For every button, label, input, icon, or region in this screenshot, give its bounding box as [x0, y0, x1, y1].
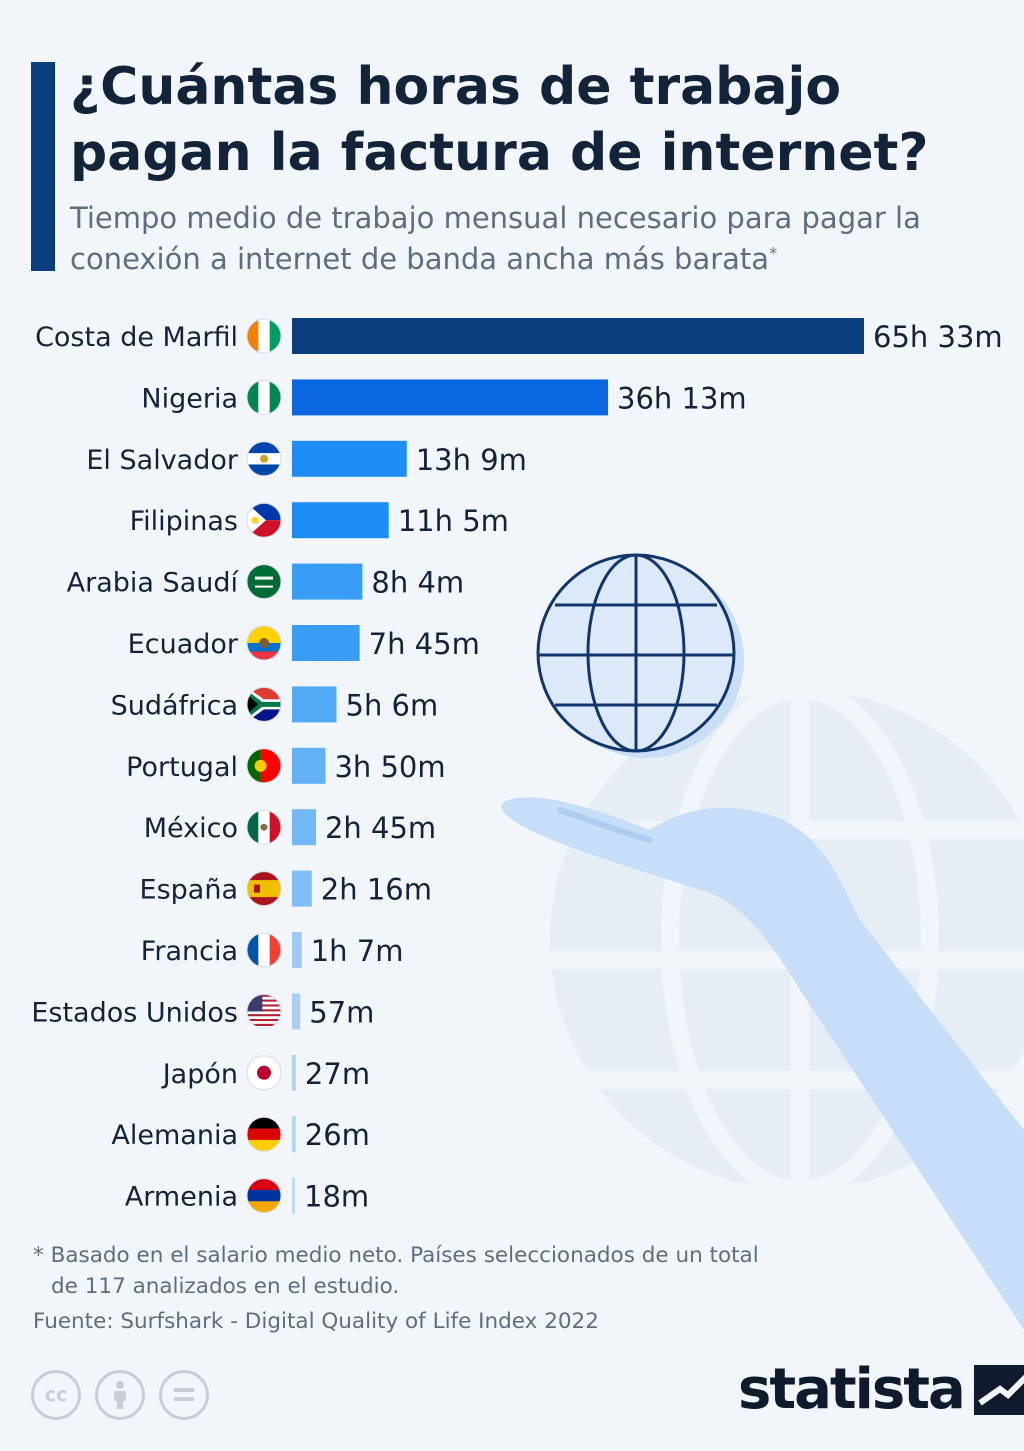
bar: [292, 1177, 295, 1214]
bar-row: El Salvador 13h 9m: [86, 440, 527, 477]
value-label: 1h 7m: [311, 934, 404, 968]
value-label: 2h 45m: [325, 811, 436, 845]
flag-usa-icon: [246, 993, 282, 1029]
bar-row: Francia 1h 7m: [141, 932, 404, 968]
bar: [292, 1116, 296, 1153]
bar-row: Armenia 18m: [125, 1177, 369, 1214]
license-icons: cc: [31, 1370, 209, 1420]
category-label: Ecuador: [128, 629, 239, 660]
category-label: México: [144, 813, 238, 844]
category-label: Francia: [141, 936, 238, 967]
globe-icon: [536, 553, 744, 758]
category-label: España: [140, 875, 238, 906]
bar-row: Arabia Saudí 8h 4m: [67, 563, 464, 600]
category-label: Japón: [161, 1059, 238, 1090]
statista-brand[interactable]: statista: [738, 1360, 1024, 1420]
statista-logo-icon: [973, 1365, 1024, 1415]
category-label: El Salvador: [86, 445, 239, 476]
bar-row: Japón 27m: [161, 1054, 370, 1091]
bar: [292, 318, 864, 354]
bar: [292, 809, 316, 846]
value-label: 11h 5m: [398, 504, 509, 538]
footnote-line-2: de 117 analizados en el estudio.: [51, 1274, 400, 1299]
category-label: Estados Unidos: [31, 997, 238, 1028]
flag-germany-icon: [246, 1116, 282, 1152]
footnote-mark: *: [769, 243, 778, 263]
bar: [292, 932, 302, 968]
value-label: 65h 33m: [873, 320, 1003, 354]
chart-title: ¿Cuántas horas de trabajo pagan la factu…: [70, 57, 929, 183]
category-label: Sudáfrica: [111, 690, 238, 721]
bar-row: Sudáfrica 5h 6m: [111, 686, 439, 723]
bar-row: Ecuador 7h 45m: [128, 625, 480, 661]
bar-row: Nigeria 36h 13m: [141, 379, 747, 416]
category-label: Nigeria: [141, 383, 238, 414]
no-derivatives-icon[interactable]: [159, 1370, 209, 1420]
bar: [292, 870, 312, 907]
category-label: Alemania: [111, 1120, 238, 1151]
bar: [292, 379, 609, 416]
bar: [292, 502, 389, 539]
bar: [292, 563, 363, 600]
value-label: 2h 16m: [321, 873, 432, 907]
category-label: Arabia Saudí: [67, 568, 240, 599]
flag-spain-icon: [246, 871, 282, 907]
attribution-icon[interactable]: [95, 1370, 145, 1420]
bar: [292, 747, 326, 784]
footnote-line-1: * Basado en el salario medio neto. Paíse…: [33, 1243, 759, 1268]
value-label: 3h 50m: [334, 750, 445, 784]
bar-row: Costa de Marfil 65h 33m: [35, 318, 1003, 354]
value-label: 18m: [304, 1180, 369, 1214]
bar: [292, 625, 360, 661]
value-label: 27m: [305, 1057, 370, 1091]
value-label: 7h 45m: [369, 627, 480, 661]
hand-icon: [501, 797, 1024, 1330]
title-accent-bar: [31, 62, 55, 271]
category-label: Costa de Marfil: [35, 322, 238, 353]
value-label: 8h 4m: [371, 566, 464, 600]
bar-row: España 2h 16m: [140, 870, 432, 907]
flag-mexico-icon: [246, 809, 282, 845]
cc-icon[interactable]: cc: [31, 1370, 81, 1420]
category-label: Portugal: [126, 752, 238, 783]
value-label: 5h 6m: [346, 688, 439, 722]
bar-row: México 2h 45m: [144, 809, 436, 846]
footnote: * Basado en el salario medio neto. Paíse…: [33, 1240, 853, 1302]
value-label: 13h 9m: [416, 443, 527, 477]
value-label: 57m: [309, 995, 374, 1029]
bar-row: Estados Unidos 57m: [31, 993, 374, 1030]
bar: [292, 440, 407, 477]
bar-row: Filipinas 11h 5m: [130, 502, 509, 539]
bar-row: Portugal 3h 50m: [126, 747, 446, 784]
bar: [292, 686, 337, 723]
flag-japan-icon: [246, 1055, 282, 1091]
bar: [292, 993, 301, 1030]
bar-row: Alemania 26m: [111, 1116, 370, 1153]
category-label: Filipinas: [130, 506, 238, 537]
flag-france-icon: [246, 932, 282, 968]
value-label: 36h 13m: [617, 381, 747, 415]
bar: [292, 1054, 296, 1091]
flag-philippines-icon: [246, 502, 282, 538]
flag-south-africa-icon: [246, 686, 282, 722]
flag-nigeria-icon: [246, 379, 282, 415]
flag-ecuador-icon: [246, 625, 282, 661]
chart-subtitle: Tiempo medio de trabajo mensual necesari…: [70, 198, 1010, 280]
category-label: Armenia: [125, 1182, 238, 1213]
brand-name: statista: [738, 1357, 966, 1422]
source-text: Fuente: Surfshark - Digital Quality of L…: [33, 1309, 599, 1334]
subtitle-text: Tiempo medio de trabajo mensual necesari…: [70, 201, 921, 276]
value-label: 26m: [305, 1118, 370, 1152]
flag-armenia-icon: [246, 1178, 282, 1214]
flag-el-salvador-icon: [246, 441, 282, 477]
flag-cote-divoire-icon: [246, 318, 282, 354]
flag-portugal-icon: [246, 748, 282, 784]
flag-saudi-arabia-icon: [246, 564, 282, 600]
